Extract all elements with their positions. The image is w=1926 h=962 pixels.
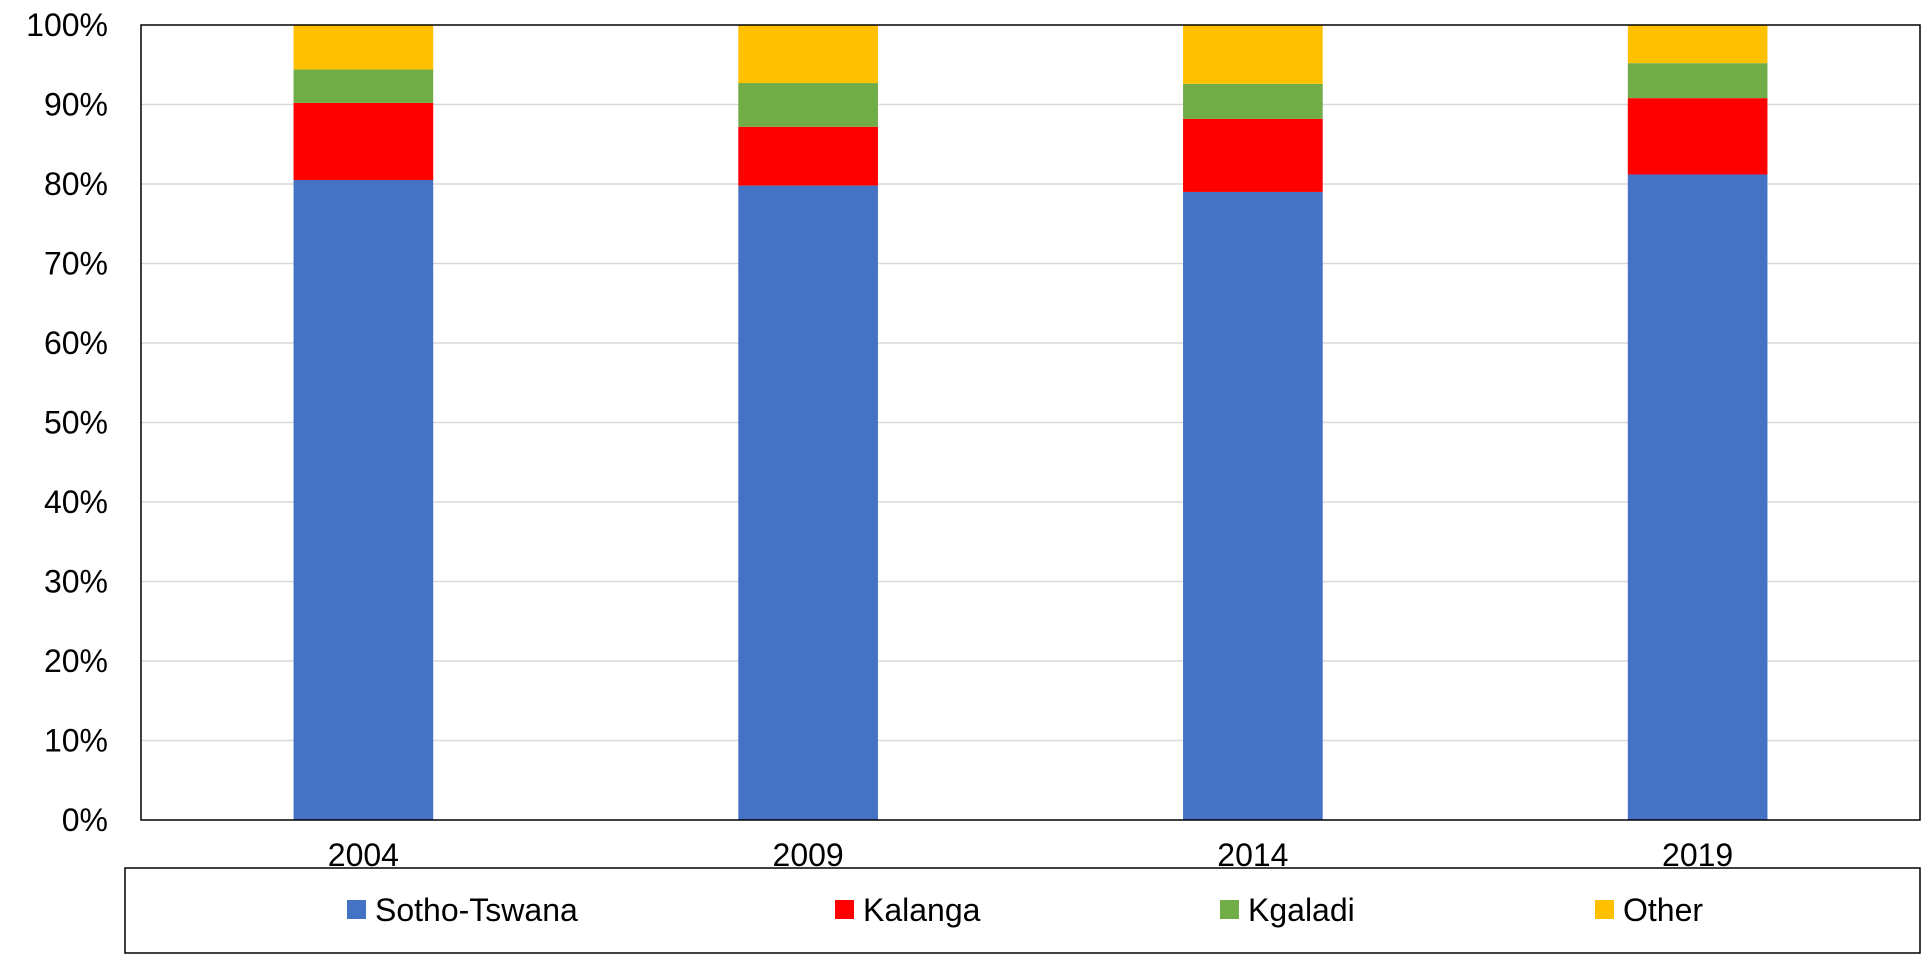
y-tick-label: 100% — [26, 7, 108, 43]
bar-segment-sotho-tswana — [293, 180, 434, 820]
bar-segment-other — [1183, 25, 1323, 84]
bar-segment-kalanga — [738, 126, 878, 186]
bar-segment-kalanga — [1627, 98, 1768, 175]
bar-segment-sotho-tswana — [738, 185, 878, 821]
y-tick-label: 70% — [44, 246, 108, 282]
y-axis-tick-labels: 0% 10% 20% 30% 40% 50% 60% 70% 80% 90% 100% — [26, 7, 108, 838]
x-tick-label: 2014 — [1217, 837, 1288, 873]
y-tick-label: 0% — [62, 802, 108, 838]
x-tick-label: 2004 — [328, 837, 399, 873]
gridlines — [141, 103, 1920, 742]
bar-segment-other — [293, 25, 434, 70]
legend-swatch-kalanga — [835, 900, 854, 919]
bars — [293, 25, 1768, 821]
y-tick-label: 10% — [44, 723, 108, 759]
bar-segment-kgaladi — [293, 69, 434, 103]
y-tick-label: 80% — [44, 166, 108, 202]
x-tick-label: 2019 — [1662, 837, 1733, 873]
y-tick-label: 60% — [44, 325, 108, 361]
bar-segment-kalanga — [1183, 118, 1323, 192]
bar-segment-kgaladi — [1183, 83, 1323, 119]
y-tick-label: 20% — [44, 643, 108, 679]
legend-swatch-sotho-tswana — [347, 900, 366, 919]
legend-swatch-other — [1595, 900, 1614, 919]
legend: Sotho-Tswana Kalanga Kgaladi Other — [124, 867, 1921, 954]
bar-segment-other — [1627, 25, 1768, 64]
bar-segment-kgaladi — [738, 83, 878, 127]
legend-label: Kgaladi — [1248, 892, 1355, 928]
legend-box — [124, 867, 1921, 954]
bar-segment-kgaladi — [1627, 63, 1768, 99]
x-axis-tick-labels: 2004 2009 2014 2019 — [328, 837, 1733, 873]
legend-label: Sotho-Tswana — [375, 892, 578, 928]
legend-swatch-kgaladi — [1220, 900, 1239, 919]
y-tick-label: 30% — [44, 564, 108, 600]
bar-segment-other — [738, 25, 878, 84]
x-tick-label: 2009 — [773, 837, 844, 873]
plot-area-border — [140, 24, 1921, 821]
legend-label: Other — [1623, 892, 1703, 928]
y-tick-label: 90% — [44, 87, 108, 123]
legend-label: Kalanga — [863, 892, 981, 928]
bar-segment-kalanga — [293, 102, 434, 181]
y-tick-label: 50% — [44, 405, 108, 441]
y-tick-label: 40% — [44, 484, 108, 520]
bar-segment-sotho-tswana — [1183, 191, 1323, 820]
bar-segment-sotho-tswana — [1627, 174, 1768, 820]
